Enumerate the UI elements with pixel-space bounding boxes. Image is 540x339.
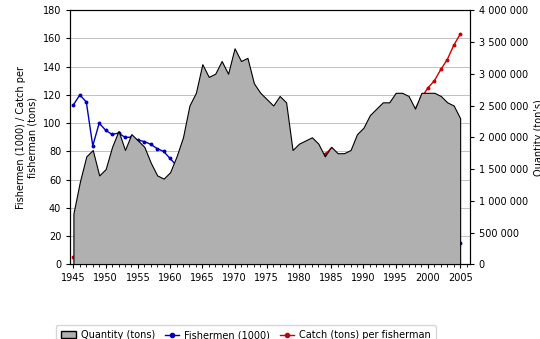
Legend: Quantity (tons), Fishermen (1000), Catch (tons) per fisherman: Quantity (tons), Fishermen (1000), Catch… [56, 325, 436, 339]
Fishermen (1000) [70, 103, 77, 107]
Fishermen (1000) [212, 192, 219, 196]
Catch (tons) per fisherman [406, 121, 412, 125]
Fishermen (1000) [412, 231, 418, 235]
Catch (tons) per fisherman [457, 32, 463, 36]
Catch (tons) per fisherman [302, 152, 309, 156]
Y-axis label: Quantity (ton's): Quantity (ton's) [534, 99, 540, 176]
Fishermen (1000) [457, 241, 463, 245]
Fishermen (1000) [309, 216, 315, 220]
Fishermen (1000) [154, 146, 160, 151]
Catch (tons) per fisherman [206, 213, 212, 217]
Fishermen (1000) [283, 212, 289, 216]
Fishermen (1000) [167, 157, 173, 161]
Line: Catch (tons) per fisherman: Catch (tons) per fisherman [72, 33, 461, 259]
Catch (tons) per fisherman [70, 255, 77, 259]
Y-axis label: Fishermen (1000) / Catch per
fisherman (tons): Fishermen (1000) / Catch per fisherman (… [16, 66, 37, 209]
Catch (tons) per fisherman [276, 149, 283, 154]
Line: Fishermen (1000): Fishermen (1000) [72, 94, 461, 244]
Fishermen (1000) [77, 93, 83, 97]
Catch (tons) per fisherman [160, 234, 167, 238]
Catch (tons) per fisherman [147, 234, 154, 238]
